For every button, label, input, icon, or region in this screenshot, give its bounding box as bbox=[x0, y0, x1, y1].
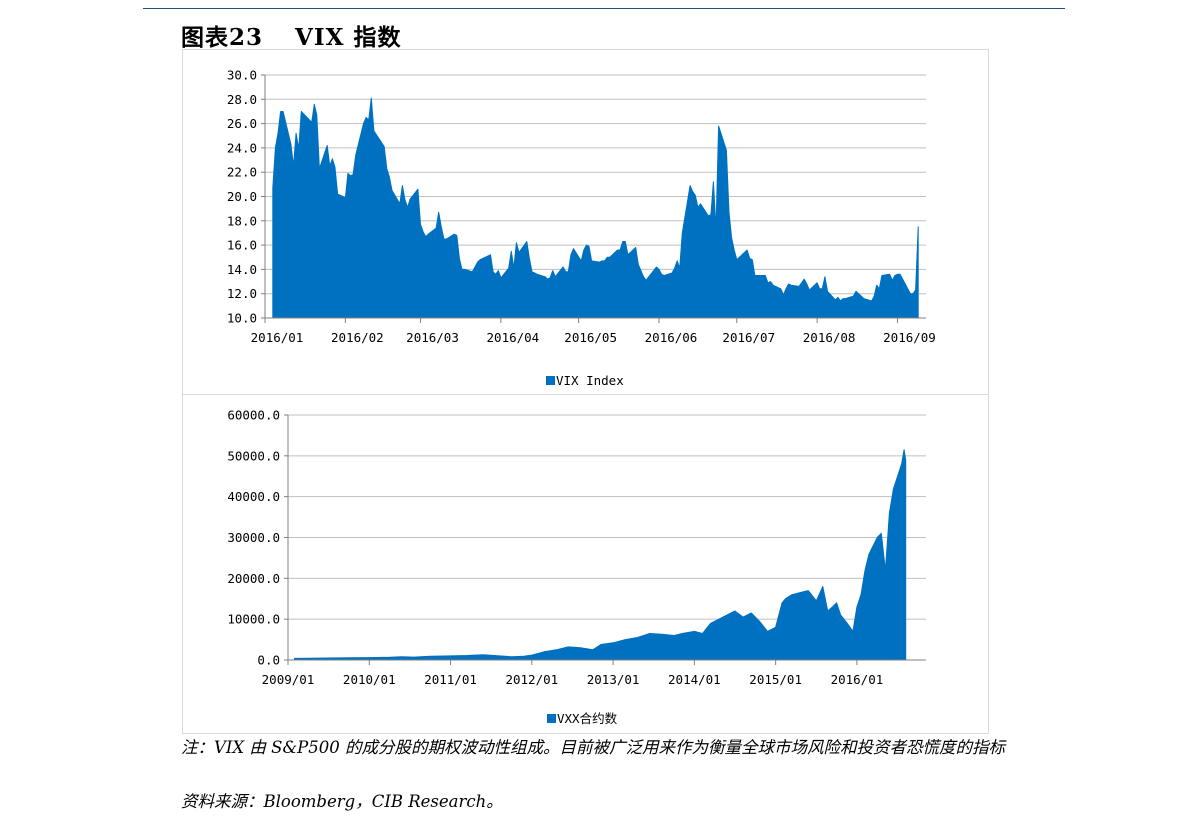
y-tick-label: 18.0 bbox=[227, 213, 257, 228]
x-tick-label: 2016/03 bbox=[406, 330, 459, 345]
vxx-chart: 0.0 10000.0 20000.0 30000.0 40000.0 50000.0 60… bbox=[227, 408, 926, 726]
x-tick-label: 2016/04 bbox=[487, 330, 540, 345]
y-tick-label: 20000.0 bbox=[227, 571, 280, 586]
source-note: 资料来源：Bloomberg，CIB Research。 bbox=[181, 792, 503, 811]
x-tick-label: 2016/06 bbox=[645, 330, 698, 345]
x-tick-label: 2016/01 bbox=[251, 330, 304, 345]
x-tick-label: 2012/01 bbox=[505, 672, 558, 687]
x-tick-label: 2016/07 bbox=[722, 330, 775, 345]
y-tick-label: 0.0 bbox=[257, 653, 280, 668]
y-tick-label: 30.0 bbox=[227, 68, 257, 83]
x-tick-label: 2014/01 bbox=[668, 672, 721, 687]
y-tick-label: 16.0 bbox=[227, 238, 257, 253]
vix-chart: 10.0 12.0 14.0 16.0 18.0 20.0 22.0 24.0 26.0 28.0… bbox=[227, 68, 936, 389]
y-tick-label: 10000.0 bbox=[227, 612, 280, 627]
x-tick-label: 2016/01 bbox=[831, 672, 884, 687]
figure-title: 图表23 VIX 指数 bbox=[181, 18, 401, 52]
y-tick-label: 12.0 bbox=[227, 286, 257, 301]
y-tick-label: 24.0 bbox=[227, 140, 257, 155]
y-tick-label: 22.0 bbox=[227, 165, 257, 180]
vix-chart-panel: 10.0 12.0 14.0 16.0 18.0 20.0 22.0 24.0 26.0 28.0… bbox=[182, 49, 989, 395]
figure-label: 图表23 bbox=[181, 24, 264, 51]
x-tick-label: 2016/05 bbox=[564, 330, 617, 345]
x-tick-label: 2016/08 bbox=[803, 330, 856, 345]
y-tick-label: 26.0 bbox=[227, 116, 257, 131]
x-tick-label: 2013/01 bbox=[587, 672, 640, 687]
y-tick-label: 50000.0 bbox=[227, 448, 280, 463]
y-tick-label: 40000.0 bbox=[227, 489, 280, 504]
y-tick-label: 28.0 bbox=[227, 92, 257, 107]
x-tick-label: 2011/01 bbox=[424, 672, 477, 687]
legend-label: VIX Index bbox=[556, 373, 624, 388]
x-tick-label: 2015/01 bbox=[749, 672, 802, 687]
y-tick-label: 20.0 bbox=[227, 189, 257, 204]
vxx-chart-panel: 0.0 10000.0 20000.0 30000.0 40000.0 50000.0 60… bbox=[182, 394, 989, 734]
figure-name: VIX 指数 bbox=[295, 24, 402, 51]
y-tick-label: 14.0 bbox=[227, 262, 257, 277]
chart-note: 注：VIX 由 S&P500 的成分股的期权波动性组成。目前被广泛用来作为衡量全… bbox=[181, 738, 1006, 757]
legend-swatch bbox=[547, 714, 556, 723]
series-area bbox=[294, 449, 907, 661]
series-area bbox=[272, 97, 919, 319]
y-tick-label: 30000.0 bbox=[227, 530, 280, 545]
y-tick-label: 10.0 bbox=[227, 311, 257, 326]
y-tick-label: 60000.0 bbox=[227, 408, 280, 423]
x-tick-label: 2016/02 bbox=[331, 330, 384, 345]
legend-label: VXX合约数 bbox=[557, 711, 618, 726]
x-tick-label: 2016/09 bbox=[883, 330, 936, 345]
x-tick-label: 2010/01 bbox=[343, 672, 396, 687]
top-rule bbox=[143, 8, 1065, 9]
legend-swatch bbox=[546, 376, 555, 385]
x-tick-label: 2009/01 bbox=[262, 672, 315, 687]
